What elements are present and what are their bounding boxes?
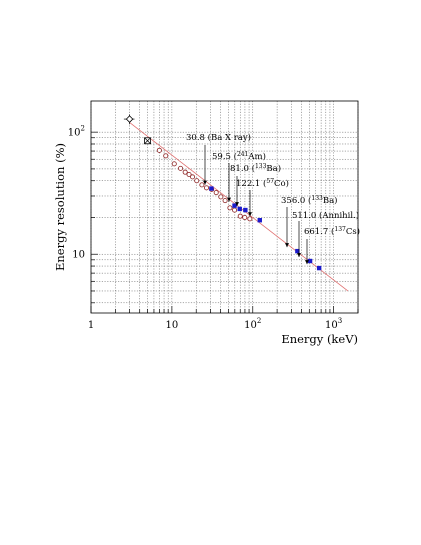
annotation: 356.0 (133Ba): [281, 195, 337, 248]
annotation-energy: 661.7: [304, 227, 331, 237]
annotation-isotope-number: 133: [255, 163, 267, 170]
open-circle-point: [222, 198, 228, 204]
annotation-label: 81.0 (133Ba): [230, 163, 281, 174]
x-tick-label: 1: [88, 320, 94, 331]
x-axis-label: Energy (keV): [281, 332, 358, 346]
annotation-element: Ba: [266, 164, 277, 174]
annotation-arrow-head: [203, 180, 207, 185]
open-circle-point: [163, 153, 169, 159]
data-points: [123, 114, 322, 271]
annotation-label: 661.7 (137Cs): [304, 226, 360, 237]
annotation-element: Co: [274, 179, 286, 189]
annotation-label: 356.0 (133Ba): [281, 195, 337, 206]
annotation-element: Cs: [346, 227, 357, 237]
annotation-source: (Ba X ray): [208, 132, 251, 143]
x-tick-label: 10: [166, 320, 179, 331]
annotation: 511.0 (Annihil.): [292, 210, 359, 258]
annotation: 81.0 (133Ba): [230, 163, 281, 207]
filled-square-point: [307, 258, 313, 264]
open-circle-point: [242, 214, 248, 220]
open-circle-point: [194, 178, 200, 184]
annotation-energy: 81.0: [230, 164, 252, 174]
y-tick-label: 10: [72, 250, 85, 261]
annotation: 59.5 (241Am): [212, 151, 266, 202]
filled-square-point: [209, 186, 214, 191]
annotation-isotope-number: 57: [266, 178, 274, 185]
annotation-label: 122.1 (57Co): [236, 178, 289, 189]
x-tick-label: 103: [325, 317, 342, 331]
open-circle-point: [237, 213, 243, 219]
open-circle-point: [247, 216, 253, 222]
diamond-marker: [125, 115, 134, 123]
annotation-energy: 30.8: [186, 133, 208, 143]
open-circle-point: [213, 190, 219, 196]
annotation: 122.1 (57Co): [236, 178, 289, 217]
annotation-label: 30.8 (Ba X ray): [186, 132, 251, 143]
axes: 1 10 102 103 10 102: [68, 100, 359, 331]
open-circle-point: [190, 174, 196, 180]
open-circle-point: [178, 165, 184, 171]
filled-square-point: [316, 265, 322, 271]
y-axis-label: Energy resolution (%): [53, 143, 67, 271]
annotation-isotope-number: 133: [311, 195, 323, 202]
open-circle-point: [204, 185, 210, 191]
annotation-energy: 59.5: [212, 152, 234, 162]
annotation-source: (Annihil.): [319, 210, 359, 221]
filled-square-point: [232, 203, 237, 208]
annotation-arrow-head: [297, 253, 301, 258]
annotation-arrow-head: [227, 197, 231, 202]
annotation-energy: 511.0: [292, 211, 319, 221]
open-circle-point: [199, 182, 205, 188]
open-circle-point: [182, 169, 188, 175]
open-circle-point: [156, 147, 162, 153]
x-tick-label: 102: [244, 317, 261, 331]
y-tick-label: 102: [68, 125, 85, 139]
annotation-isotope-number: 137: [334, 226, 346, 233]
annotation-arrow-head: [305, 260, 309, 265]
annotation: 30.8 (Ba X ray): [186, 132, 251, 185]
open-circle-point: [232, 207, 238, 213]
cross-line: [144, 137, 151, 145]
filled-square-point: [295, 248, 300, 254]
errorbar-point: [123, 114, 135, 125]
grid: [90, 101, 359, 313]
annotation-element: Ba: [323, 196, 334, 206]
plot-frame: [90, 100, 359, 314]
crossed-square-point: [144, 137, 151, 145]
annotation-element: Am: [247, 152, 262, 162]
annotation-energy: 122.1: [236, 179, 263, 189]
filled-square-point: [237, 206, 242, 212]
annotation-isotope-number: 241: [237, 151, 248, 158]
annotation-energy: 356.0: [281, 196, 308, 206]
open-circle-point: [227, 205, 233, 211]
filled-square-point: [243, 207, 248, 213]
annotation-label: 511.0 (Annihil.): [292, 210, 359, 221]
annotation-arrow-head: [235, 202, 239, 207]
open-circle-point: [218, 194, 224, 200]
annotation-arrow-head: [248, 212, 252, 217]
filled-square-point: [257, 218, 262, 223]
open-circle-point: [186, 171, 192, 177]
open-circle-point: [171, 161, 177, 167]
annotation-label: 59.5 (241Am): [212, 151, 266, 162]
annotation-arrow-head: [285, 243, 289, 248]
